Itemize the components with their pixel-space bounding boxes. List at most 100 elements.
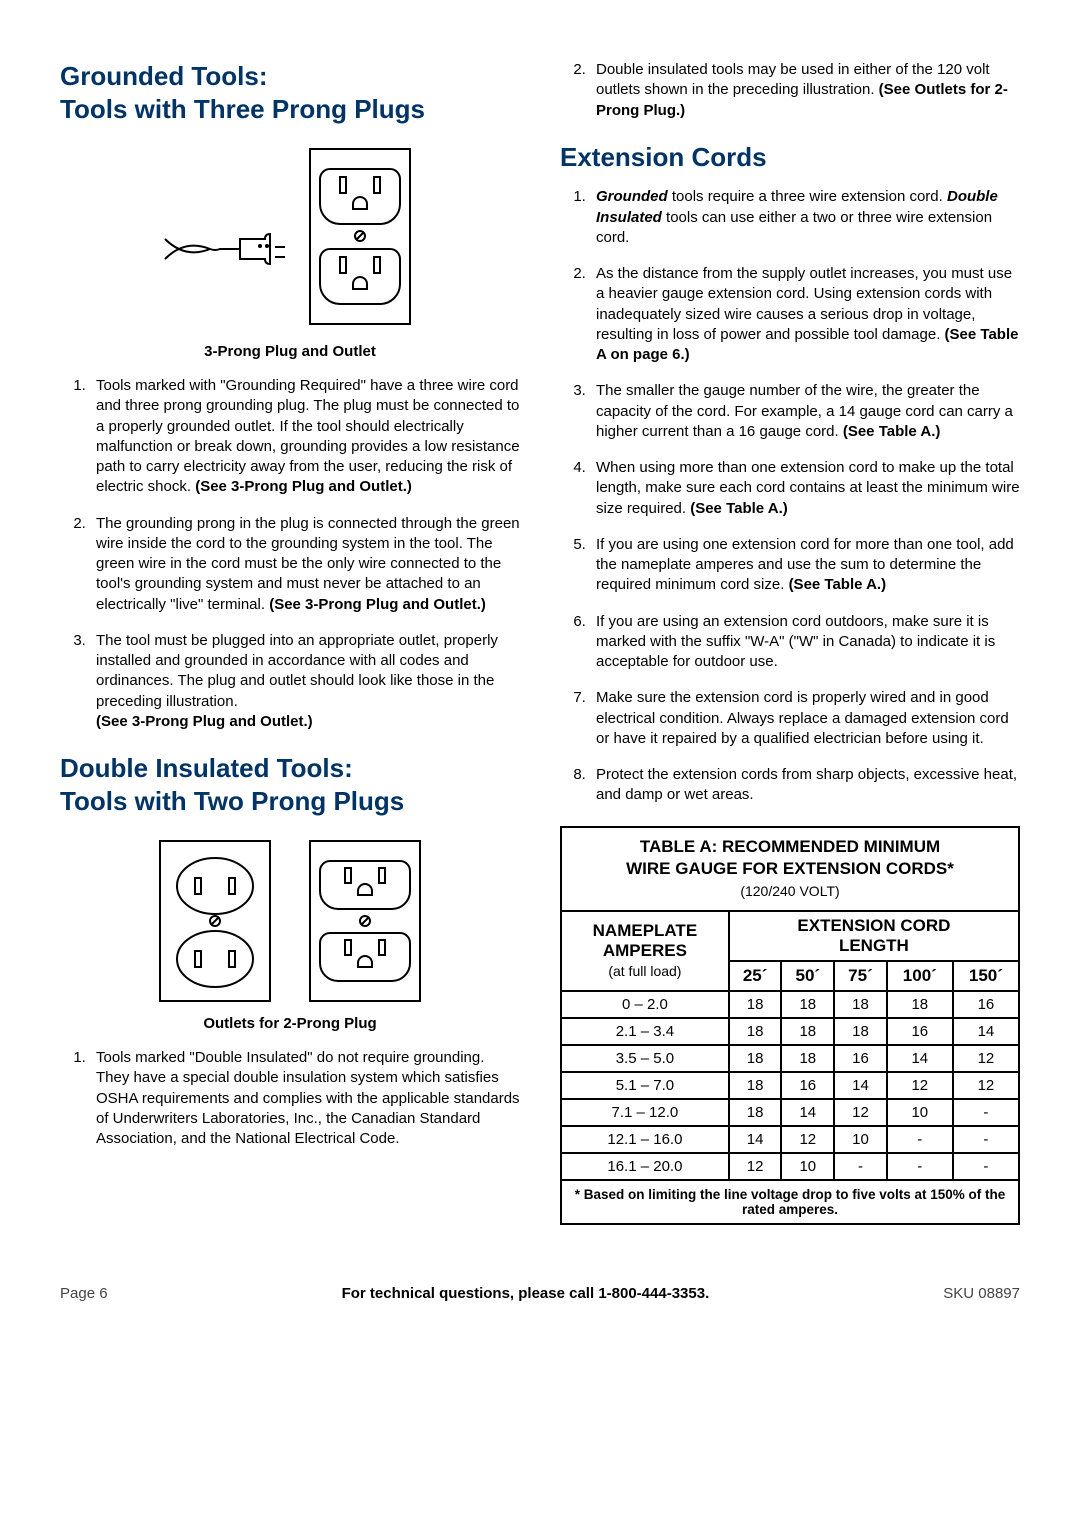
bold-ref: (See Table A.) xyxy=(690,500,788,517)
cell: 12 xyxy=(781,1126,834,1153)
text: Protect the extension cords from sharp o… xyxy=(596,766,1017,803)
list-extension-cords: Grounded tools require a three wire exte… xyxy=(560,187,1020,805)
cell: - xyxy=(834,1153,887,1180)
figure-2prong xyxy=(60,831,520,1011)
bold-ref: (See 3-Prong Plug and Outlet.) xyxy=(195,478,412,495)
list-item: Make sure the extension cord is properly… xyxy=(590,688,1020,749)
cell: 18 xyxy=(729,1099,782,1126)
text: TABLE A: RECOMMENDED MINIMUM xyxy=(640,837,940,856)
len: 100´ xyxy=(887,961,953,991)
cell: 16.1 – 20.0 xyxy=(561,1153,729,1180)
cell: 10 xyxy=(834,1126,887,1153)
cell: 12 xyxy=(729,1153,782,1180)
bold-ref: (See Table A.) xyxy=(843,423,941,440)
cell: - xyxy=(953,1153,1019,1180)
cell: 7.1 – 12.0 xyxy=(561,1099,729,1126)
cell: 18 xyxy=(887,991,953,1018)
cell: 18 xyxy=(729,1018,782,1045)
text: When using more than one extension cord … xyxy=(596,459,1020,517)
len: 50´ xyxy=(781,961,834,991)
page-footer: Page 6 For technical questions, please c… xyxy=(60,1285,1020,1302)
list-item: Tools marked "Double Insulated" do not r… xyxy=(90,1048,520,1149)
cell: 12 xyxy=(887,1072,953,1099)
cell: 10 xyxy=(781,1153,834,1180)
cell: 16 xyxy=(887,1018,953,1045)
footer-phone: For technical questions, please call 1-8… xyxy=(342,1285,710,1302)
table-title: TABLE A: RECOMMENDED MINIMUM WIRE GAUGE … xyxy=(561,827,1019,911)
table-row: 16.1 – 20.01210--- xyxy=(561,1153,1019,1180)
list-item: Grounded tools require a three wire exte… xyxy=(590,187,1020,248)
table-a: TABLE A: RECOMMENDED MINIMUM WIRE GAUGE … xyxy=(560,826,1020,1225)
cell: - xyxy=(953,1099,1019,1126)
list-double-insulated-cont: Double insulated tools may be used in ei… xyxy=(560,60,1020,121)
heading-grounded-tools: Grounded Tools:Tools with Three Prong Pl… xyxy=(60,60,520,125)
cell: 10 xyxy=(887,1099,953,1126)
len: 150´ xyxy=(953,961,1019,991)
text: The tool must be plugged into an appropr… xyxy=(96,632,498,710)
bold-ref: (See Table A.) xyxy=(789,576,887,593)
heading-extension-cords: Extension Cords xyxy=(560,141,1020,174)
cell: 12.1 – 16.0 xyxy=(561,1126,729,1153)
list-double-insulated: Tools marked "Double Insulated" do not r… xyxy=(60,1048,520,1149)
text: EXTENSION CORD xyxy=(797,916,950,935)
list-grounded: Tools marked with "Grounding Required" h… xyxy=(60,376,520,732)
list-item: Protect the extension cords from sharp o… xyxy=(590,765,1020,806)
footer-sku: SKU 08897 xyxy=(943,1285,1020,1302)
bold-ref: (See 3-Prong Plug and Outlet.) xyxy=(96,713,313,730)
cell: 18 xyxy=(781,1018,834,1045)
heading-double-insulated: Double Insulated Tools:Tools with Two Pr… xyxy=(60,752,520,817)
cell: 16 xyxy=(781,1072,834,1099)
table-row: 0 – 2.01818181816 xyxy=(561,991,1019,1018)
list-item: When using more than one extension cord … xyxy=(590,458,1020,519)
cell: 18 xyxy=(781,991,834,1018)
footer-page: Page 6 xyxy=(60,1285,108,1302)
cell: 16 xyxy=(953,991,1019,1018)
cell: 18 xyxy=(834,1018,887,1045)
cell: 18 xyxy=(729,991,782,1018)
cell: 3.5 – 5.0 xyxy=(561,1045,729,1072)
cell: - xyxy=(887,1153,953,1180)
list-item: The smaller the gauge number of the wire… xyxy=(590,381,1020,442)
list-item: The grounding prong in the plug is conne… xyxy=(90,514,520,615)
table-row: 5.1 – 7.01816141212 xyxy=(561,1072,1019,1099)
caption-2prong: Outlets for 2-Prong Plug xyxy=(60,1015,520,1032)
table-row: 12.1 – 16.0141210-- xyxy=(561,1126,1019,1153)
list-item: The tool must be plugged into an appropr… xyxy=(90,631,520,732)
table-row: 3.5 – 5.01818161412 xyxy=(561,1045,1019,1072)
table-footnote: * Based on limiting the line voltage dro… xyxy=(561,1180,1019,1224)
cell: 18 xyxy=(729,1072,782,1099)
figure-3prong xyxy=(60,139,520,339)
cell: - xyxy=(887,1126,953,1153)
text: (120/240 VOLT) xyxy=(740,883,839,899)
text: WIRE GAUGE FOR EXTENSION CORDS* xyxy=(626,859,954,878)
text: The smaller the gauge number of the wire… xyxy=(596,382,1013,440)
cell: 12 xyxy=(834,1099,887,1126)
list-item: If you are using one extension cord for … xyxy=(590,535,1020,596)
cell: 14 xyxy=(729,1126,782,1153)
list-item: Double insulated tools may be used in ei… xyxy=(590,60,1020,121)
text: Make sure the extension cord is properly… xyxy=(596,689,1009,747)
list-item: As the distance from the supply outlet i… xyxy=(590,264,1020,365)
cell: 16 xyxy=(834,1045,887,1072)
col-header-nameplate: NAMEPLATE AMPERES (at full load) xyxy=(561,911,729,991)
cell: 18 xyxy=(834,991,887,1018)
text: AMPERES xyxy=(603,941,687,960)
cell: 12 xyxy=(953,1045,1019,1072)
list-item: If you are using an extension cord outdo… xyxy=(590,612,1020,673)
bold-italic: Grounded xyxy=(596,188,668,205)
text: LENGTH xyxy=(839,936,909,955)
cell: 18 xyxy=(781,1045,834,1072)
cell: 18 xyxy=(729,1045,782,1072)
cell: - xyxy=(953,1126,1019,1153)
text: tools require a three wire extension cor… xyxy=(668,188,947,205)
caption-3prong: 3-Prong Plug and Outlet xyxy=(60,343,520,360)
text: If you are using an extension cord outdo… xyxy=(596,613,995,671)
text: (at full load) xyxy=(608,963,681,979)
cell: 5.1 – 7.0 xyxy=(561,1072,729,1099)
cell: 14 xyxy=(887,1045,953,1072)
cell: 2.1 – 3.4 xyxy=(561,1018,729,1045)
cell: 14 xyxy=(953,1018,1019,1045)
cell: 0 – 2.0 xyxy=(561,991,729,1018)
list-item: Tools marked with "Grounding Required" h… xyxy=(90,376,520,498)
cell: 14 xyxy=(781,1099,834,1126)
